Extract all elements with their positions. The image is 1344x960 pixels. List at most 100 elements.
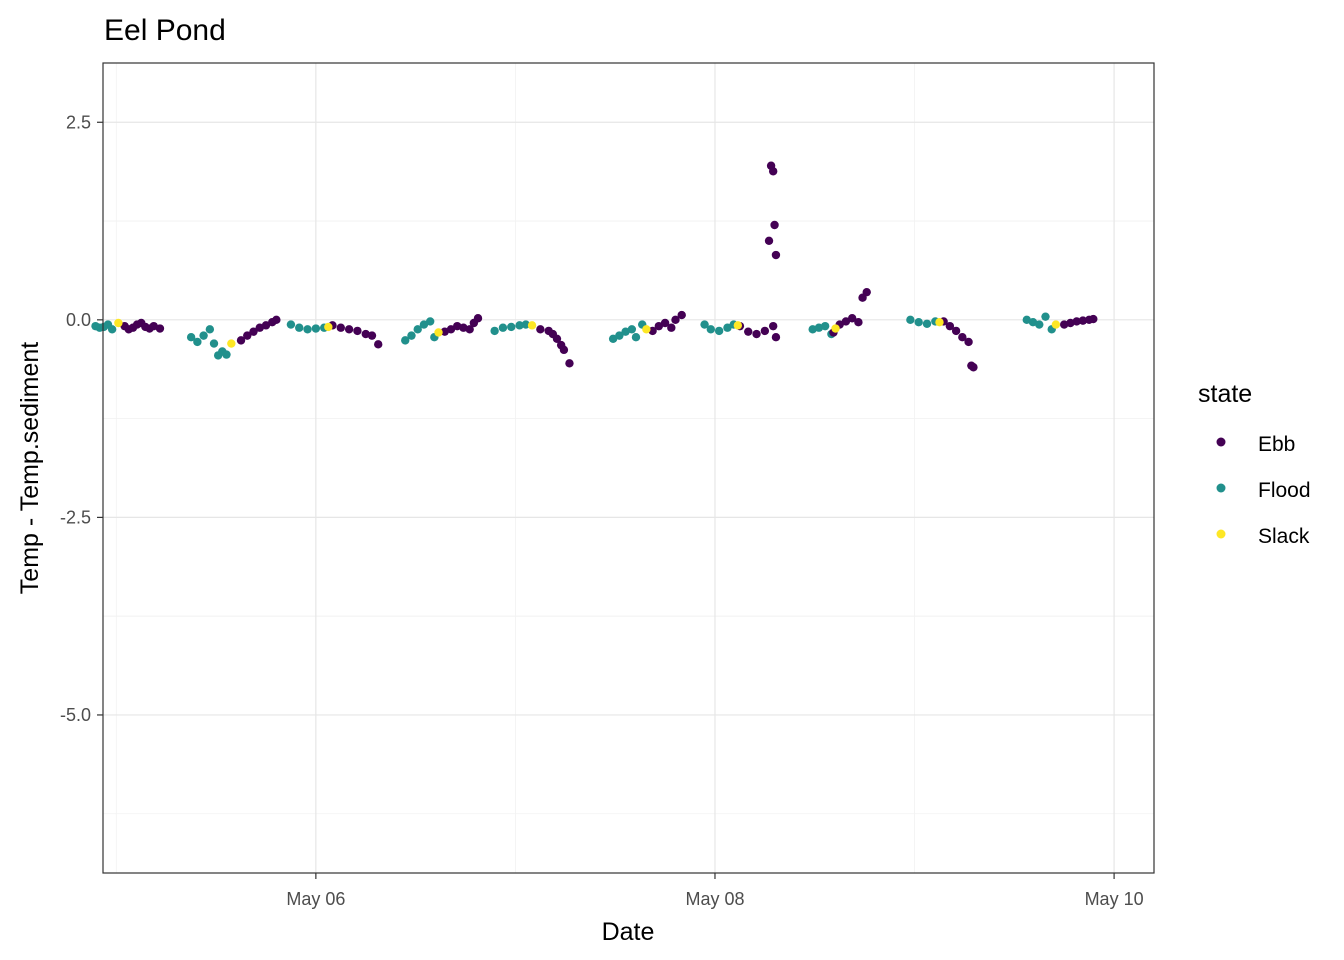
data-point-ebb [969,363,978,372]
data-point-flood [1035,320,1044,329]
data-point-ebb [1078,316,1088,325]
data-point-flood [723,323,732,332]
y-axis: 2.5 0.0 -2.5 -5.0 [60,112,103,725]
data-point-flood [706,325,716,334]
data-point-slack [434,328,443,337]
data-point-flood [1041,312,1050,321]
data-point-ebb [243,331,252,340]
data-point-slack [642,325,651,334]
data-point-flood [199,331,208,340]
data-point-flood [222,350,231,359]
data-point-flood [311,324,321,333]
data-point-slack [1051,320,1061,329]
data-point-ebb [752,329,761,339]
data-point-ebb [768,167,778,176]
data-point-slack [733,321,743,330]
data-point-ebb [565,359,574,368]
data-point-flood [627,325,637,334]
data-point-flood [295,323,304,332]
data-point-ebb [671,315,680,325]
data-point-ebb [367,331,377,340]
data-point-flood [631,333,641,342]
legend-title: state [1198,380,1252,408]
legend-key-slack [1216,529,1226,539]
data-point-flood [209,339,219,348]
data-point-flood [507,322,516,332]
legend-label-slack: Slack [1258,525,1310,548]
data-point-flood [615,331,624,340]
data-point-slack [114,318,123,328]
data-point-ebb [958,333,967,342]
data-point-flood [608,334,618,343]
data-point-ebb [847,314,857,323]
data-point-ebb [559,345,569,355]
data-point-ebb [771,333,781,342]
x-tick-label: May 10 [1085,889,1144,909]
chart-title: Eel Pond [104,14,226,47]
grid-major [103,63,1154,873]
data-point-ebb [261,321,271,330]
data-point-slack [935,318,944,327]
legend-key-ebb [1216,437,1226,447]
data-point-slack [527,321,537,330]
data-point-flood [820,321,830,331]
data-point-slack [227,339,236,348]
data-point-ebb [771,250,781,260]
data-point-flood [425,317,435,326]
data-point-flood [490,326,499,336]
legend-key-flood [1216,483,1226,493]
data-point-ebb [465,325,474,334]
data-point-ebb [155,324,165,333]
data-point-flood [407,331,416,340]
data-point-ebb [344,325,354,334]
data-point-flood [521,320,531,329]
data-point-ebb [945,321,955,331]
data-point-ebb [654,321,664,331]
legend-label-flood: Flood [1258,479,1311,502]
data-point-ebb [964,337,973,347]
data-point-ebb [862,287,871,297]
data-point-flood [205,325,215,334]
data-point-ebb [667,323,676,332]
data-point-slack [324,322,333,332]
grid-minor [103,63,1154,873]
data-point-ebb [446,325,456,334]
data-point-ebb [854,318,863,327]
y-tick-label: 0.0 [66,310,91,330]
data-point-flood [107,325,117,334]
data-point-flood [700,320,709,329]
data-point-ebb [536,325,545,334]
plot-panel-border [102,62,1155,874]
data-point-flood [714,326,724,336]
data-point-ebb [770,220,779,230]
y-tick-label: -2.5 [60,507,91,527]
data-point-ebb [841,317,851,326]
data-point-ebb [764,236,774,246]
data-point-ebb [249,327,258,336]
data-point-ebb [552,334,562,343]
data-point-flood [401,336,410,345]
data-point-ebb [336,323,346,332]
data-points [91,161,1098,372]
y-axis-label: Temp - Temp.sediment [16,342,44,594]
data-point-ebb [660,318,670,328]
data-point-flood [498,323,508,332]
x-axis-label: Date [602,918,655,946]
data-point-flood [186,333,196,342]
data-point-flood [303,325,312,334]
data-point-ebb [744,327,753,336]
data-point-flood [286,320,296,329]
data-point-ebb [236,336,246,345]
data-point-ebb [473,314,483,323]
data-point-flood [419,320,429,329]
data-point-ebb [272,315,281,325]
data-point-slack [831,324,840,333]
x-axis: May 06 May 08 May 10 [286,873,1144,909]
data-point-ebb [353,326,362,336]
y-tick-label: -5.0 [60,705,91,725]
data-point-ebb [951,326,961,336]
data-point-flood [906,315,915,325]
legend-label-ebb: Ebb [1258,433,1295,456]
data-point-ebb [677,310,686,320]
